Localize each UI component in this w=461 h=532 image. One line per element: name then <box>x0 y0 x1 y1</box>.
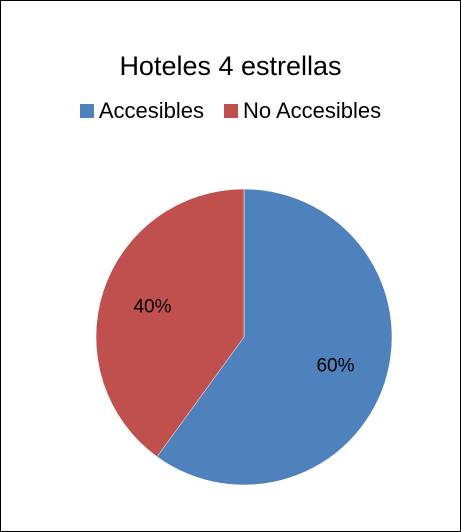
legend-label-no-accesibles: No Accesibles <box>242 98 382 123</box>
legend-swatch-accesibles <box>79 104 94 118</box>
legend-label-accesibles: Accesibles <box>98 98 204 123</box>
chart-title: Hoteles 4 estrellas <box>119 51 342 81</box>
pie-slice-accesibles <box>156 188 393 486</box>
pie-slice-no-accesibles <box>95 188 245 458</box>
legend-item-no-accesibles: No Accesibles <box>223 98 382 124</box>
legend-swatch-no-accesibles <box>223 104 238 118</box>
legend: Accesibles No Accesibles <box>1 98 460 124</box>
legend-item-accesibles: Accesibles <box>79 98 204 124</box>
data-label-no-accesibles: 40% <box>133 296 171 317</box>
data-label-accesibles: 60% <box>316 356 354 377</box>
